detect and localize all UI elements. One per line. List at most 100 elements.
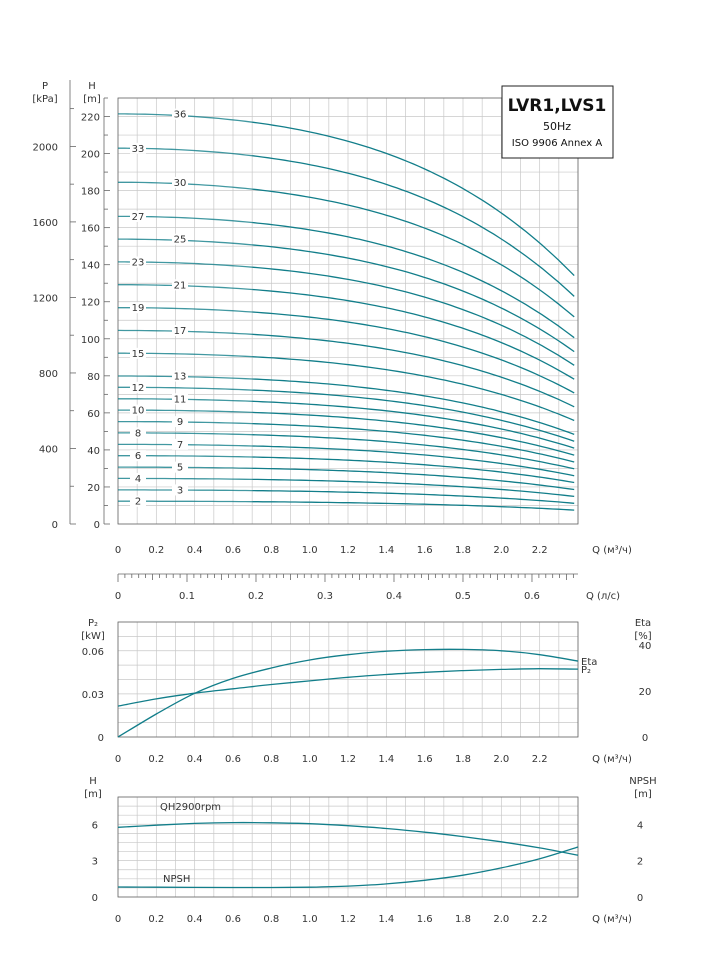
lps-tick-label: 0.1 bbox=[179, 591, 195, 602]
stage-label-bg bbox=[130, 381, 146, 393]
stage-label-bg bbox=[172, 233, 188, 245]
eta-tick-label: 20 bbox=[639, 687, 652, 698]
qh-x-tick-label: 0.8 bbox=[263, 545, 279, 556]
npsh-x-tick-label: 0 bbox=[115, 914, 121, 925]
npsh-x-tick-label: 0.6 bbox=[225, 914, 241, 925]
h-tick-label: 180 bbox=[81, 187, 100, 198]
lps-tick-label: 0.2 bbox=[248, 591, 264, 602]
legend-frame bbox=[501, 85, 614, 159]
qh-x-tick-label: 2.2 bbox=[532, 545, 548, 556]
qh-curve-23 bbox=[252, 266, 575, 366]
qh-curve-36 bbox=[252, 121, 575, 277]
npsh-tick-label: 4 bbox=[637, 820, 643, 831]
stage-label-8: 8 bbox=[135, 428, 141, 439]
qh-x-tick-label: 0.2 bbox=[148, 545, 164, 556]
eta-tick-label: 0 bbox=[642, 733, 648, 744]
p2-x-tick-label: 2.2 bbox=[532, 754, 548, 765]
stage-label-bg bbox=[172, 279, 188, 291]
p-tick-label: 0 bbox=[52, 520, 58, 531]
qh-curve-11 bbox=[252, 400, 575, 449]
qh-x-tick-label: 0 bbox=[115, 545, 121, 556]
stage-label-bg bbox=[130, 142, 146, 154]
p2-x-tick-label: 0.6 bbox=[225, 754, 241, 765]
qh-x-axis-label: Q (м³/ч) bbox=[592, 545, 632, 556]
npsh-x-axis-label: Q (м³/ч) bbox=[592, 914, 632, 925]
stage-label-bg bbox=[130, 256, 146, 268]
npsh-x-tick-label: 1.6 bbox=[417, 914, 433, 925]
npsh-tick-label: 2 bbox=[637, 857, 643, 868]
stage-label-17: 17 bbox=[174, 326, 187, 337]
qh-x-tick-label: 1.8 bbox=[455, 545, 471, 556]
lps-tick-label: 0.4 bbox=[386, 591, 402, 602]
p-tick-label: 1600 bbox=[33, 218, 58, 229]
qh-curve-33 bbox=[252, 155, 575, 297]
p2-frame bbox=[117, 621, 579, 738]
qh-curve-15 bbox=[252, 356, 575, 422]
p-axis-label: P bbox=[42, 81, 48, 92]
eta-series-label: Eta bbox=[581, 657, 597, 668]
stage-label-19: 19 bbox=[132, 303, 145, 314]
npsh-x-tick-label: 1.4 bbox=[378, 914, 394, 925]
curve-p2 bbox=[117, 668, 579, 707]
qh-curve-27 bbox=[252, 221, 575, 339]
qh-curve-9 bbox=[252, 422, 575, 463]
npsh-axis-unit: [m] bbox=[634, 789, 652, 800]
npsh-x-tick-label: 2.2 bbox=[532, 914, 548, 925]
stage-label-bg bbox=[130, 472, 146, 484]
stage-label-9: 9 bbox=[177, 417, 183, 428]
lps-tick-label: 0.3 bbox=[317, 591, 333, 602]
p-tick-label: 1200 bbox=[33, 293, 58, 304]
eta-axis-unit: [%] bbox=[634, 631, 651, 642]
npsh-x-tick-label: 0.4 bbox=[187, 914, 203, 925]
p2-x-tick-label: 1.6 bbox=[417, 754, 433, 765]
stage-label-bg bbox=[172, 461, 188, 473]
qh-curve-17 bbox=[252, 333, 575, 408]
h-tick-label: 220 bbox=[81, 113, 100, 124]
qh-curve-19 bbox=[252, 311, 575, 394]
qh-curve-8 bbox=[252, 434, 575, 470]
qh-x-tick-label: 1.6 bbox=[417, 545, 433, 556]
curve-npsh bbox=[117, 846, 579, 889]
h2900-tick-label: 6 bbox=[92, 820, 98, 831]
p2-tick-label: 0 bbox=[98, 733, 104, 744]
qh-curve-5 bbox=[252, 467, 575, 491]
axes-layer bbox=[69, 80, 579, 898]
stage-label-36: 36 bbox=[174, 110, 187, 121]
qh-x-tick-label: 1.4 bbox=[378, 545, 394, 556]
stage-label-bg bbox=[130, 347, 146, 359]
h2900-tick-label: 3 bbox=[92, 857, 98, 868]
h-tick-label: 80 bbox=[87, 372, 100, 383]
stage-label-bg bbox=[130, 404, 146, 416]
p2-axis-label: P₂ bbox=[88, 618, 98, 629]
stage-label-11: 11 bbox=[174, 394, 187, 405]
qh2900rpm-series-label: QH2900rpm bbox=[160, 802, 221, 813]
p2-x-axis-label: Q (м³/ч) bbox=[592, 754, 632, 765]
qh-frame bbox=[117, 97, 579, 525]
stage-label-bg bbox=[130, 210, 146, 222]
p-tick-label: 800 bbox=[39, 369, 58, 380]
npsh-x-tick-label: 1.8 bbox=[455, 914, 471, 925]
stage-label-bg bbox=[172, 370, 188, 382]
p2-x-tick-label: 0.2 bbox=[148, 754, 164, 765]
p2-x-tick-label: 1.2 bbox=[340, 754, 356, 765]
stage-label-bg bbox=[172, 176, 188, 188]
p2-tick-label: 0.03 bbox=[82, 690, 104, 701]
npsh-x-tick-label: 2.0 bbox=[493, 914, 509, 925]
stage-label-2: 2 bbox=[135, 497, 141, 508]
qh-curve-2 bbox=[252, 501, 575, 511]
lps-tick-label: 0.6 bbox=[524, 591, 540, 602]
npsh-x-tick-label: 1.2 bbox=[340, 914, 356, 925]
h2900-axis-unit: [m] bbox=[84, 789, 102, 800]
stage-label-bg bbox=[130, 302, 146, 314]
stage-label-bg bbox=[172, 416, 188, 428]
qh-curve-30 bbox=[252, 188, 575, 318]
qh-curve-25 bbox=[252, 244, 575, 353]
npsh-tick-label: 0 bbox=[637, 893, 643, 904]
qh-curve-13 bbox=[252, 378, 575, 436]
eta-tick-label: 40 bbox=[639, 641, 652, 652]
p2-x-tick-label: 0 bbox=[115, 754, 121, 765]
h-axis-label: H bbox=[88, 81, 96, 92]
h-tick-label: 120 bbox=[81, 298, 100, 309]
h-tick-label: 140 bbox=[81, 261, 100, 272]
qh-curve-21 bbox=[252, 288, 575, 380]
